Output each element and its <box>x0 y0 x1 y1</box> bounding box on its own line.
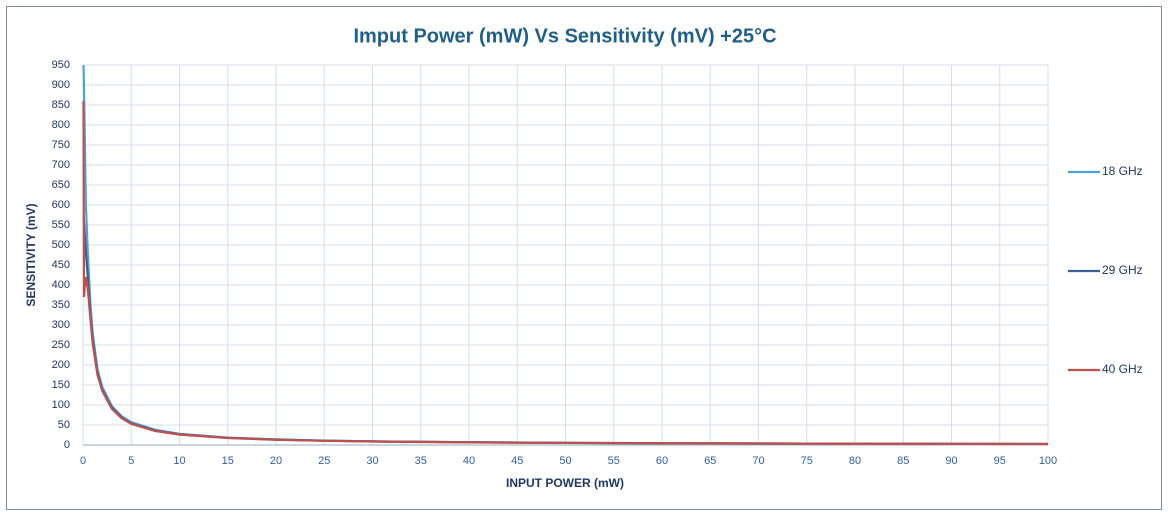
y-tick-label: 400 <box>52 279 70 291</box>
y-tick-label: 200 <box>52 359 70 371</box>
x-tick-label: 15 <box>222 455 234 467</box>
y-tick-label: 150 <box>52 379 70 391</box>
legend-label: 18 GHz <box>1102 164 1143 178</box>
y-tick-label: 500 <box>52 239 70 251</box>
x-tick-label: 5 <box>128 455 134 467</box>
x-tick-label: 85 <box>897 455 909 467</box>
x-tick-label: 90 <box>945 455 957 467</box>
y-tick-label: 250 <box>52 339 70 351</box>
x-tick-label: 0 <box>80 455 86 467</box>
x-tick-label: 45 <box>511 455 523 467</box>
chart-border <box>6 6 1162 510</box>
y-tick-label: 750 <box>52 139 70 151</box>
x-tick-label: 20 <box>270 455 282 467</box>
x-tick-label: 30 <box>366 455 378 467</box>
y-tick-label: 850 <box>52 99 70 111</box>
y-tick-label: 800 <box>52 119 70 131</box>
x-tick-label: 60 <box>656 455 668 467</box>
x-tick-label: 25 <box>318 455 330 467</box>
series-line <box>82 100 1049 446</box>
y-tick-label: 650 <box>52 179 70 191</box>
legend-label: 40 GHz <box>1102 362 1143 376</box>
y-axis-title: SENSITIVITY (mV) <box>24 203 38 306</box>
x-axis-title: INPUT POWER (mW) <box>506 476 624 490</box>
y-tick-label: 350 <box>52 299 70 311</box>
x-tick-label: 70 <box>752 455 764 467</box>
y-tick-label: 700 <box>52 159 70 171</box>
y-tick-label: 0 <box>64 439 70 451</box>
y-tick-label: 300 <box>52 319 70 331</box>
y-tick-label: 950 <box>52 59 70 71</box>
y-tick-label: 600 <box>52 199 70 211</box>
y-tick-label: 50 <box>58 419 70 431</box>
y-tick-label: 100 <box>52 399 70 411</box>
x-tick-label: 10 <box>173 455 185 467</box>
x-tick-label: 75 <box>801 455 813 467</box>
x-tick-label: 40 <box>463 455 475 467</box>
chart-title: Imput Power (mW) Vs Sensitivity (mV) +25… <box>353 25 776 47</box>
x-tick-label: 95 <box>994 455 1006 467</box>
x-tick-label: 80 <box>849 455 861 467</box>
x-tick-label: 65 <box>704 455 716 467</box>
y-tick-label: 900 <box>52 79 70 91</box>
legend-label: 29 GHz <box>1102 263 1143 277</box>
y-tick-label: 550 <box>52 219 70 231</box>
x-tick-label: 50 <box>559 455 571 467</box>
x-tick-label: 55 <box>608 455 620 467</box>
y-tick-label: 450 <box>52 259 70 271</box>
x-tick-label: 35 <box>415 455 427 467</box>
x-tick-label: 100 <box>1039 455 1057 467</box>
